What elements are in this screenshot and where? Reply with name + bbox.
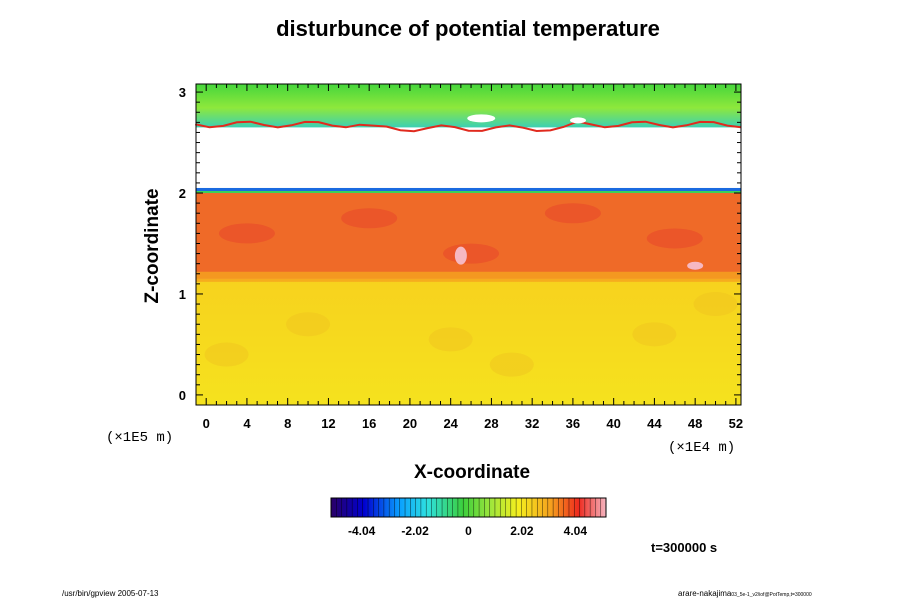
transition-band [196,271,741,282]
upper-layer-blob [467,114,496,123]
x-tick-label: 16 [362,416,376,431]
x-tick-label: 48 [688,416,702,431]
middle-layer-eddy [218,223,275,244]
warm-bubble [454,246,467,265]
lower-layer-eddy [489,352,534,377]
middle-layer-eddy [646,228,703,249]
footer-file-id: 03_5e-1_v2/iof@PotTemp,t=300000 [731,592,812,598]
chart-title: disturbunce of potential temperature [276,16,660,41]
y-scale-label: (×1E5 m) [106,430,173,446]
x-tick-label: 44 [647,416,662,431]
middle-layer-eddy [341,208,398,229]
y-axis-title: Z-coordinate [142,188,163,303]
y-tick-label: 3 [179,85,186,100]
middle-layer-eddy [544,203,601,224]
inversion-strip-edge [196,191,741,193]
footer-author-name: arare-nakajima [678,589,732,598]
footer-command: /usr/bin/gpview 2005-07-13 [62,589,159,598]
x-tick-label: 20 [403,416,417,431]
x-tick-label: 28 [484,416,498,431]
colorbar-tick-label: 4.04 [564,524,588,538]
colorbar-tick-label: -4.04 [348,524,376,538]
upper-layer-blob [570,117,587,124]
x-tick-label: 52 [729,416,743,431]
x-scale-label: (×1E4 m) [668,440,735,456]
y-axis-ticks: 0 1 2 3 [179,85,741,406]
upper-layer [196,84,741,128]
potential-temperature-field [195,84,742,405]
warm-bubble [687,261,704,270]
y-tick-label: 1 [179,287,186,302]
plot-border [195,83,742,406]
lower-layer-eddy [428,327,473,352]
upper-layer-edge [195,120,742,133]
x-tick-label: 32 [525,416,539,431]
time-label: t=300000 s [651,540,718,555]
x-tick-label: 24 [443,416,458,431]
colorbar-ticks: -4.04 -2.02 0 2.02 4.04 [330,498,607,538]
x-tick-label: 12 [321,416,335,431]
x-tick-label: 40 [606,416,620,431]
x-axis-title: X-coordinate [414,462,530,483]
y-tick-label: 2 [179,186,186,201]
colorbar-tick-label: 2.02 [510,524,534,538]
x-tick-label: 36 [566,416,580,431]
lower-layer-eddy [286,312,331,337]
plot-frame [195,83,742,406]
colorbar-tick-label: -2.02 [401,524,429,538]
lower-layer-eddy [632,322,677,347]
inversion-strip [196,187,741,194]
y-tick-label: 0 [179,388,186,403]
x-tick-label: 8 [284,416,291,431]
lower-layer-eddy [693,292,738,317]
x-axis-ticks: 0 4 8 12 16 20 24 28 32 36 40 44 48 52 [195,84,743,431]
x-tick-label: 4 [243,416,251,431]
lower-layer-eddy [204,342,249,367]
x-tick-label: 0 [203,416,210,431]
middle-layer-eddy [443,243,500,264]
colorbar-tick-label: 0 [465,524,472,538]
footer-author: arare-nakajima03_5e-1_v2/iof@PotTemp,t=3… [678,589,812,598]
